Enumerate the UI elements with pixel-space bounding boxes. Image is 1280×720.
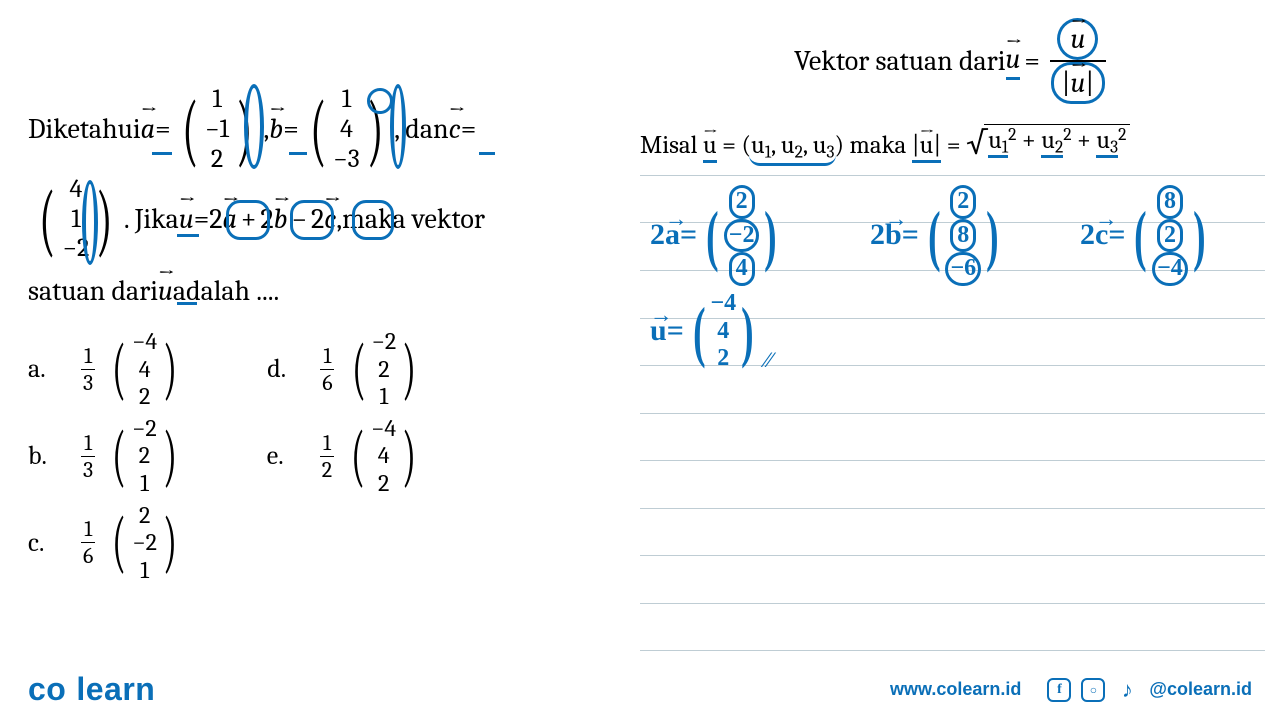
title-text: Vektor satuan dari	[794, 45, 1005, 77]
unit-vector-fraction: u |u|	[1050, 18, 1106, 104]
tiktok-icon	[1115, 678, 1139, 702]
option-e: e. 12 ( −4 4 2 )	[267, 415, 426, 498]
theory-panel: Vektor satuan dari u = u |u| Misal u = (…	[640, 18, 1260, 163]
text: satuan dari	[28, 268, 158, 316]
option-b: b. 13 ( −2 2 1 )	[28, 415, 187, 498]
handwriting-2a: 2a = ( 2 −2 4 )	[650, 185, 786, 286]
plus: +	[241, 196, 257, 244]
vector-u-symbol: u	[158, 268, 173, 316]
expr-2a: 2a	[209, 196, 237, 244]
social-handle: @colearn.id	[1149, 679, 1252, 700]
text: adalah ....	[173, 268, 279, 316]
expr-2b: 2b	[260, 196, 287, 244]
website-url: www.colearn.id	[890, 679, 1021, 700]
handwriting-u: u = ( −4 4 2 ) ⁄⁄	[650, 290, 772, 373]
facebook-icon	[1047, 678, 1071, 702]
option-c: c. 16 ( 2 −2 1 )	[28, 502, 187, 585]
option-d: d. 16 ( −2 2 1 )	[267, 328, 426, 411]
vector-u-symbol: u	[703, 131, 717, 163]
text: maka vektor	[342, 196, 485, 244]
vector-a-symbol: a	[141, 106, 155, 154]
vector-a: ( 1 −1 2 )	[175, 85, 260, 175]
option-a: a. 13 ( −4 4 2 )	[28, 328, 187, 411]
text: . Jika	[124, 196, 179, 244]
handwriting-2c: 2c = ( 8 2 −4 )	[1080, 185, 1214, 286]
minus: −	[292, 196, 308, 244]
brand-logo: colearn	[28, 671, 155, 708]
vector-b: ( 1 4 −3 )	[303, 85, 391, 175]
expr-2c: 2c	[311, 196, 336, 244]
social-links: www.colearn.id @colearn.id	[890, 678, 1252, 702]
vector-c-symbol: c	[449, 106, 461, 154]
instagram-icon	[1081, 678, 1105, 702]
text: , dan	[394, 106, 448, 154]
equals: =	[283, 106, 299, 154]
equals: =	[155, 106, 171, 154]
handwriting-2b: 2b = ( 2 8 −6 )	[870, 185, 1008, 286]
vector-c: ( 4 1 −2 )	[32, 175, 120, 265]
answer-options: a. 13 ( −4 4 2 ) d. 16 ( −2 2 1 ) b.	[28, 328, 608, 584]
magnitude-formula: Misal u = (u1, u2, u3) maka |u| = √ u12 …	[640, 124, 1260, 163]
vector-b-symbol: b	[269, 106, 283, 154]
problem-statement: Diketahui a = ( 1 −1 2 ) , b = ( 1 4 −3 …	[28, 85, 608, 588]
vector-u-symbol: u	[179, 196, 194, 244]
equals: =	[194, 196, 210, 244]
footer: colearn www.colearn.id @colearn.id	[0, 671, 1280, 708]
vector-u-symbol: u	[1006, 43, 1021, 80]
text: Diketahui	[28, 106, 141, 154]
